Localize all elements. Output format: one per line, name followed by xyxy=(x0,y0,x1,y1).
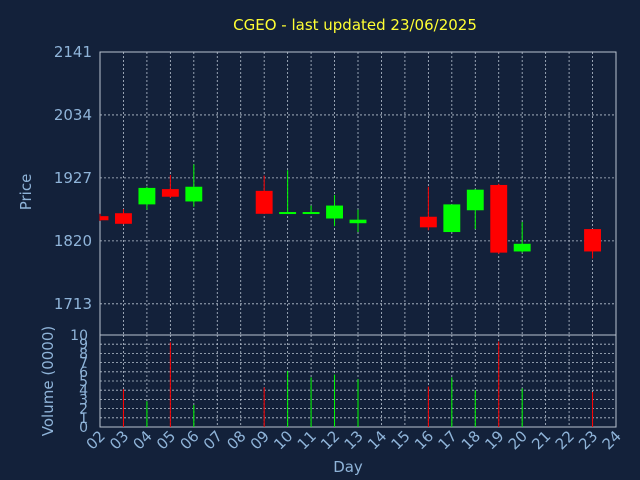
x-tick-label: 10 xyxy=(270,427,296,453)
candle-body xyxy=(161,189,179,197)
candle-20 xyxy=(513,222,531,253)
candle-11 xyxy=(302,205,320,215)
x-tick-label: 19 xyxy=(481,427,507,453)
x-tick-label: 11 xyxy=(294,427,320,453)
candle-body xyxy=(584,229,601,252)
candle-body xyxy=(466,189,484,211)
candle-body xyxy=(138,187,156,205)
x-tick-label: 24 xyxy=(599,427,625,453)
volume-axis-label: Volume (0000) xyxy=(39,326,57,436)
volume-tick-label: 2 xyxy=(79,402,88,418)
price-tick-label: 2141 xyxy=(54,43,92,61)
x-tick-label: 20 xyxy=(505,427,531,453)
candle-17 xyxy=(443,204,461,233)
candle-body xyxy=(419,216,437,228)
candle-06 xyxy=(185,164,203,207)
candle-02 xyxy=(99,213,109,221)
x-tick-label: 17 xyxy=(434,427,460,453)
x-tick-label: 07 xyxy=(200,427,226,453)
candle-09 xyxy=(255,175,273,214)
x-tick-label: 08 xyxy=(223,427,249,453)
x-tick-label: 09 xyxy=(247,427,273,453)
price-axis-label: Price xyxy=(17,174,35,211)
candle-body xyxy=(279,212,297,215)
candle-16 xyxy=(419,186,437,231)
x-tick-label: 12 xyxy=(317,427,343,453)
candle-body xyxy=(255,190,273,214)
volume-tick-label: 8 xyxy=(79,346,88,362)
volume-tick-label: 1 xyxy=(79,411,88,427)
candle-body xyxy=(490,184,508,253)
volume-tick-label: 3 xyxy=(79,392,88,408)
volume-tick-label: 4 xyxy=(79,383,88,399)
candle-03 xyxy=(115,209,132,225)
price-panel: 2141 2034 1927 1820 1713 xyxy=(54,43,617,336)
x-tick-label: 14 xyxy=(364,427,390,453)
x-tick-label: 23 xyxy=(575,427,601,453)
candle-body xyxy=(302,212,320,215)
x-tick-label: 05 xyxy=(153,427,179,453)
volume-tick-label: 5 xyxy=(79,374,88,390)
volume-tick-label: 0 xyxy=(79,420,88,436)
candle-body xyxy=(100,216,109,221)
candle-04 xyxy=(138,186,156,210)
x-tick-label: 22 xyxy=(552,427,578,453)
candle-18 xyxy=(466,189,484,230)
x-tick-label: 18 xyxy=(458,427,484,453)
candle-body xyxy=(326,205,343,219)
chart-title: CGEO - last updated 23/06/2025 xyxy=(233,16,477,34)
candle-body xyxy=(185,186,203,202)
candle-12 xyxy=(326,194,343,227)
x-tick-label: 06 xyxy=(176,427,202,453)
volume-tick-label: 10 xyxy=(70,328,88,344)
price-tick-label: 1820 xyxy=(54,232,92,250)
candle-05 xyxy=(161,174,179,198)
candle-10 xyxy=(279,170,297,215)
candle-body xyxy=(349,219,367,224)
candle-13 xyxy=(349,209,367,233)
volume-tick-label: 7 xyxy=(79,356,88,372)
candle-23 xyxy=(584,229,601,259)
x-tick-label: 15 xyxy=(388,427,414,453)
x-tick-label: 04 xyxy=(130,427,156,453)
x-tick-label: 03 xyxy=(106,427,132,453)
candle-body xyxy=(443,204,461,233)
candle-body xyxy=(115,213,132,224)
x-tick-label: 13 xyxy=(341,427,367,453)
candle-19 xyxy=(490,183,508,254)
price-tick-label: 1713 xyxy=(54,295,92,313)
volume-tick-label: 9 xyxy=(79,337,88,353)
volume-tick-label: 6 xyxy=(79,365,88,381)
x-tick-label: 21 xyxy=(528,427,554,453)
price-tick-label: 1927 xyxy=(54,169,92,187)
x-axis-ticks: 0203040506070809101112131415161718192021… xyxy=(83,427,625,453)
x-axis-label: Day xyxy=(333,458,363,476)
x-tick-label: 16 xyxy=(411,427,437,453)
price-tick-label: 2034 xyxy=(54,106,92,124)
candle-body xyxy=(513,243,531,252)
